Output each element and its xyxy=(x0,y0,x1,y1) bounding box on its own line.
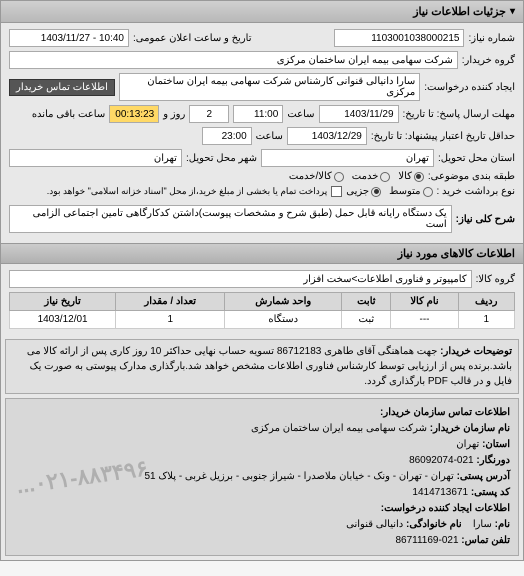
days-field: 2 xyxy=(189,105,229,123)
delivery-city-label: شهر محل تحویل: xyxy=(186,153,257,164)
org-value: شرکت سهامی بیمه ایران ساختمان مرکزی xyxy=(251,423,427,434)
delivery-state-label: استان محل تحویل: xyxy=(438,153,515,164)
lname-label: نام خانوادگی: xyxy=(406,519,462,530)
th-date: تاریخ نیاز xyxy=(10,293,116,311)
delivery-state: تهران xyxy=(261,149,434,167)
deadline-send-label: مهلت ارسال پاسخ: تا تاریخ: xyxy=(403,109,515,120)
panel-header: ▾ جزئیات اطلاعات نیاز xyxy=(1,1,523,23)
notes-label: توضیحات خریدار: xyxy=(440,346,512,357)
th-index: ردیف xyxy=(458,293,514,311)
buyer-label: گروه خریدار: xyxy=(462,55,515,66)
th-unit: واحد شمارش xyxy=(225,293,342,311)
th-fixed: ثابت xyxy=(342,293,391,311)
deadline-valid-time-label: ساعت xyxy=(256,131,283,142)
phone-label: تلفن تماس: xyxy=(461,535,510,546)
org-label: نام سازمان خریدار: xyxy=(430,423,510,434)
buyer-field: شرکت سهامی بیمه ایران ساختمان مرکزی xyxy=(9,51,458,69)
deadline-valid-date: 1403/12/29 xyxy=(287,127,367,145)
state-value: تهران xyxy=(456,439,479,450)
number-field: 1103001038000215 xyxy=(334,29,464,47)
radio-mid[interactable]: متوسط xyxy=(389,186,432,197)
radio-goods[interactable]: کالا xyxy=(398,171,424,182)
td-date: 1403/12/01 xyxy=(10,311,116,329)
remain-time: 00:13:23 xyxy=(109,105,159,123)
postal-label: آدرس پستی: xyxy=(457,471,510,482)
category-label: طبقه بندی موضوعی: xyxy=(428,171,515,182)
th-qty: تعداد / مقدار xyxy=(116,293,225,311)
notes-box: توضیحات خریدار: جهت هماهنگی آقای طاهری 8… xyxy=(5,339,519,394)
fax-label: دورنگار: xyxy=(476,455,510,466)
zip-label: کد پستی: xyxy=(471,487,510,498)
panel-title: جزئیات اطلاعات نیاز xyxy=(413,5,506,18)
table-header-row: ردیف نام کالا ثابت واحد شمارش تعداد / مق… xyxy=(10,293,515,311)
creator-label: ایجاد کننده درخواست: xyxy=(424,82,515,93)
th-name: نام کالا xyxy=(391,293,458,311)
td-qty: 1 xyxy=(116,311,225,329)
fax-value: 021-86092074 xyxy=(409,455,474,466)
state-label: استان: xyxy=(482,439,510,450)
td-index: 1 xyxy=(458,311,514,329)
zip-value: 1414713671 xyxy=(412,487,468,498)
days-label: روز و xyxy=(163,109,185,120)
radio-dot-icon xyxy=(414,172,424,182)
deadline-send-time-label: ساعت xyxy=(287,109,314,120)
deadline-send-time: 11:00 xyxy=(233,105,283,123)
group-field: کامپیوتر و فناوری اطلاعات>سخت افزار xyxy=(9,270,472,288)
group-label: گروه کالا: xyxy=(476,274,515,285)
table-row[interactable]: 1 --- ثبت دستگاه 1 1403/12/01 xyxy=(10,311,515,329)
deadline-valid-time: 23:00 xyxy=(202,127,252,145)
treasury-note: پرداخت تمام یا بخشی از مبلغ خرید،از محل … xyxy=(47,186,327,197)
contact-title: اطلاعات تماس سازمان خریدار: xyxy=(380,407,510,418)
radio-both[interactable]: کالا/خدمت xyxy=(289,171,344,182)
keywords-label: شرح کلی نیاز: xyxy=(456,214,515,225)
announce-label: تاریخ و ساعت اعلان عمومی: xyxy=(133,33,252,44)
goods-table: ردیف نام کالا ثابت واحد شمارش تعداد / مق… xyxy=(9,292,515,329)
contact-box: ۰۲۱-۸۸۳۴۹۶... اطلاعات تماس سازمان خریدار… xyxy=(5,398,519,556)
td-unit: دستگاه xyxy=(225,311,342,329)
treasury-checkbox[interactable] xyxy=(331,186,342,197)
buytype-label: نوع برداشت خرید : xyxy=(437,186,516,197)
category-radio-group: کالا خدمت کالا/خدمت xyxy=(289,171,424,182)
postal-value: تهران - تهران - ونک - خیابان ملاصدرا - ش… xyxy=(144,471,453,482)
announce-field: 10:40 - 1403/11/27 xyxy=(9,29,129,47)
radio-dot-icon xyxy=(334,172,344,182)
phone-value: 021-86711169 xyxy=(395,535,458,546)
fname-label: نام: xyxy=(495,519,510,530)
fname-value: سارا xyxy=(473,519,492,530)
td-fixed: ثبت xyxy=(342,311,391,329)
deadline-valid-label: حداقل تاریخ اعتبار پیشنهاد: تا تاریخ: xyxy=(371,131,515,142)
delivery-city: تهران xyxy=(9,149,182,167)
buytype-radio-group: متوسط جزیی xyxy=(346,186,432,197)
goods-section-title: اطلاعات کالاهای مورد نیاز xyxy=(1,243,523,264)
creator-title: اطلاعات ایجاد کننده درخواست: xyxy=(381,503,510,514)
radio-dot-icon xyxy=(423,187,433,197)
td-name: --- xyxy=(391,311,458,329)
deadline-send-date: 1403/11/29 xyxy=(319,105,399,123)
contact-button[interactable]: اطلاعات تماس خریدار xyxy=(9,79,115,96)
radio-dot-icon xyxy=(380,172,390,182)
radio-service[interactable]: خدمت xyxy=(352,171,391,182)
number-label: شماره نیاز: xyxy=(468,33,515,44)
creator-field: سارا دانیالی قنوانی کارشناس شرکت سهامی ب… xyxy=(119,73,420,101)
lname-value: دانیالی قنوانی xyxy=(346,519,403,530)
keywords-field: یک دستگاه رایانه قابل حمل (طبق شرح و مشخ… xyxy=(9,205,452,233)
radio-dot-icon xyxy=(371,187,381,197)
radio-minor[interactable]: جزیی xyxy=(346,186,381,197)
collapse-icon[interactable]: ▾ xyxy=(510,6,515,17)
remain-label: ساعت باقی مانده xyxy=(32,109,105,120)
